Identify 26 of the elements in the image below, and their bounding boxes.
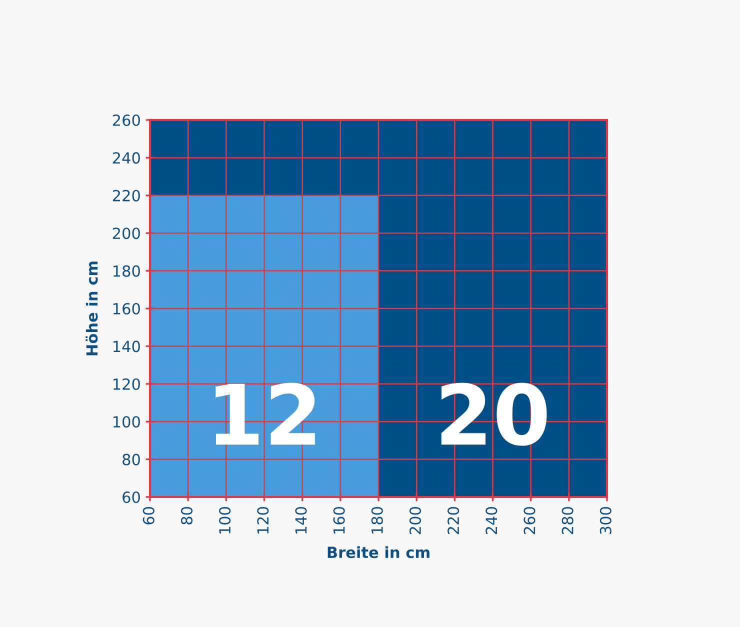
y-tick-label: 180 xyxy=(113,265,140,277)
y-tick-label: 260 xyxy=(112,114,140,126)
x-tick-label: 280 xyxy=(562,507,574,534)
x-tick-label: 100 xyxy=(219,507,231,534)
x-tick-label: 80 xyxy=(180,507,193,524)
y-tick-label: 200 xyxy=(112,228,140,240)
x-tick-label: 300 xyxy=(600,507,612,534)
x-tick-label: 180 xyxy=(371,507,383,534)
y-tick-label: 160 xyxy=(113,302,140,315)
y-tick-label: 120 xyxy=(113,378,140,390)
x-tick-label: 160 xyxy=(333,507,345,534)
y-tick-label: 60 xyxy=(122,491,140,504)
x-tick-label: 140 xyxy=(295,507,307,534)
x-axis-title: Breite in cm xyxy=(328,546,430,558)
x-tick-label: 60 xyxy=(142,507,154,524)
y-tick-label: 220 xyxy=(112,190,140,202)
x-tick-label: 240 xyxy=(486,507,498,534)
x-tick-label: 200 xyxy=(409,507,422,534)
x-tick-label: 260 xyxy=(524,507,536,534)
y-tick-label: 140 xyxy=(113,340,140,352)
x-tick-label: 220 xyxy=(448,507,460,534)
y-tick-label: 80 xyxy=(122,454,140,466)
y-tick-label: 100 xyxy=(113,416,140,428)
x-tick-label: 120 xyxy=(257,507,269,534)
y-axis-title: Höhe in cm xyxy=(86,262,98,356)
y-tick-label: 240 xyxy=(112,152,140,164)
